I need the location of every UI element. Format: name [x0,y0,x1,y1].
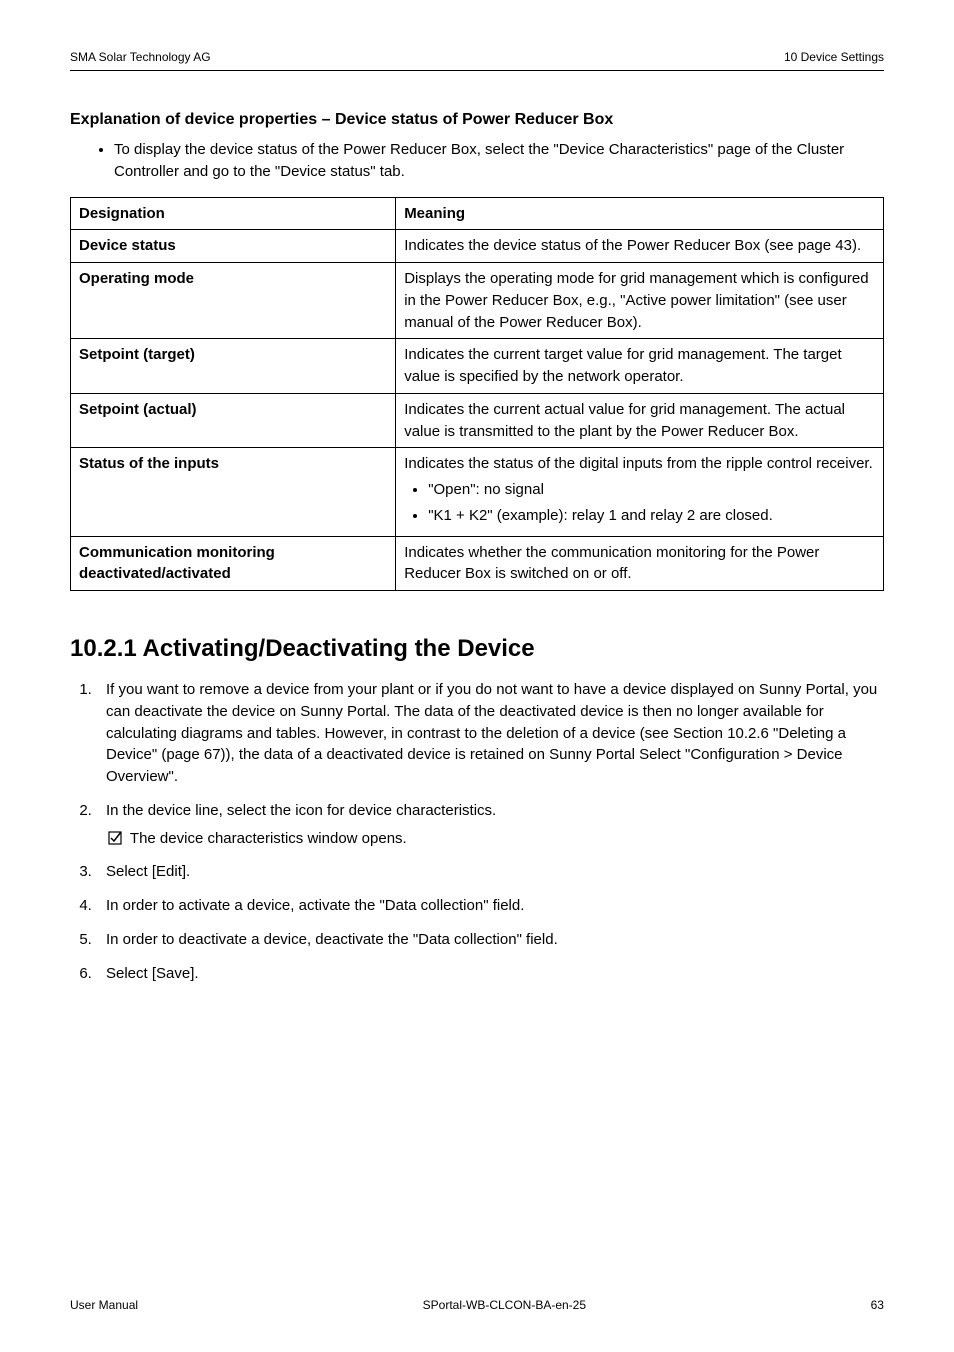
footer-left: User Manual [70,1298,138,1312]
header-rule [70,70,884,71]
th-designation: Designation [71,197,396,230]
status-intro: Indicates the status of the digital inpu… [404,455,873,472]
footer-center: SPortal-WB-CLCON-BA-en-25 [423,1298,586,1312]
table-row: Status of the inputs Indicates the statu… [71,448,884,536]
page-footer: User Manual SPortal-WB-CLCON-BA-en-25 63 [70,1298,884,1312]
td-key: Operating mode [71,263,396,339]
td-val: Indicates the current actual value for g… [396,393,884,448]
step-4: In order to activate a device, activate … [96,895,884,917]
td-key: Setpoint (actual) [71,393,396,448]
header-company: SMA Solar Technology AG [70,50,211,64]
intro-bullet-list: To display the device status of the Powe… [70,139,884,183]
step-2-text: In the device line, select the icon for … [106,802,496,819]
table-row: Device status Indicates the device statu… [71,230,884,263]
td-val: Indicates the current target value for g… [396,339,884,394]
step-2: In the device line, select the icon for … [96,800,884,850]
td-key: Communication monitoring deactivated/act… [71,536,396,591]
footer-right: 63 [871,1298,884,1312]
td-val: Indicates the device status of the Power… [396,230,884,263]
header-section: 10 Device Settings [784,50,884,64]
td-key: Status of the inputs [71,448,396,536]
status-b2: "K1 + K2" (example): relay 1 and relay 2… [428,505,875,527]
td-key: Device status [71,230,396,263]
steps-list: If you want to remove a device from your… [70,679,884,984]
page-header: SMA Solar Technology AG 10 Device Settin… [70,50,884,64]
step-2-result-text: The device characteristics window opens. [130,830,407,847]
checkmark-box-icon [108,830,122,844]
td-val: Indicates whether the communication moni… [396,536,884,591]
table-row: Communication monitoring deactivated/act… [71,536,884,591]
td-key: Setpoint (target) [71,339,396,394]
table-row: Setpoint (actual) Indicates the current … [71,393,884,448]
step-2-result: The device characteristics window opens. [106,828,884,850]
step-5: In order to deactivate a device, deactiv… [96,929,884,951]
intro-bullet: To display the device status of the Powe… [114,139,884,183]
status-inner-list: "Open": no signal "K1 + K2" (example): r… [404,479,875,527]
subsection-title: Explanation of device properties – Devic… [70,111,884,129]
step-1: If you want to remove a device from your… [96,679,884,788]
device-properties-table: Designation Meaning Device status Indica… [70,197,884,592]
table-row: Operating mode Displays the operating mo… [71,263,884,339]
table-head-row: Designation Meaning [71,197,884,230]
step-3: Select [Edit]. [96,861,884,883]
th-meaning: Meaning [396,197,884,230]
section-heading-10-2-1: 10.2.1 Activating/Deactivating the Devic… [70,635,884,663]
step-6: Select [Save]. [96,963,884,985]
table-row: Setpoint (target) Indicates the current … [71,339,884,394]
status-b1: "Open": no signal [428,479,875,501]
td-val: Indicates the status of the digital inpu… [396,448,884,536]
td-val: Displays the operating mode for grid man… [396,263,884,339]
